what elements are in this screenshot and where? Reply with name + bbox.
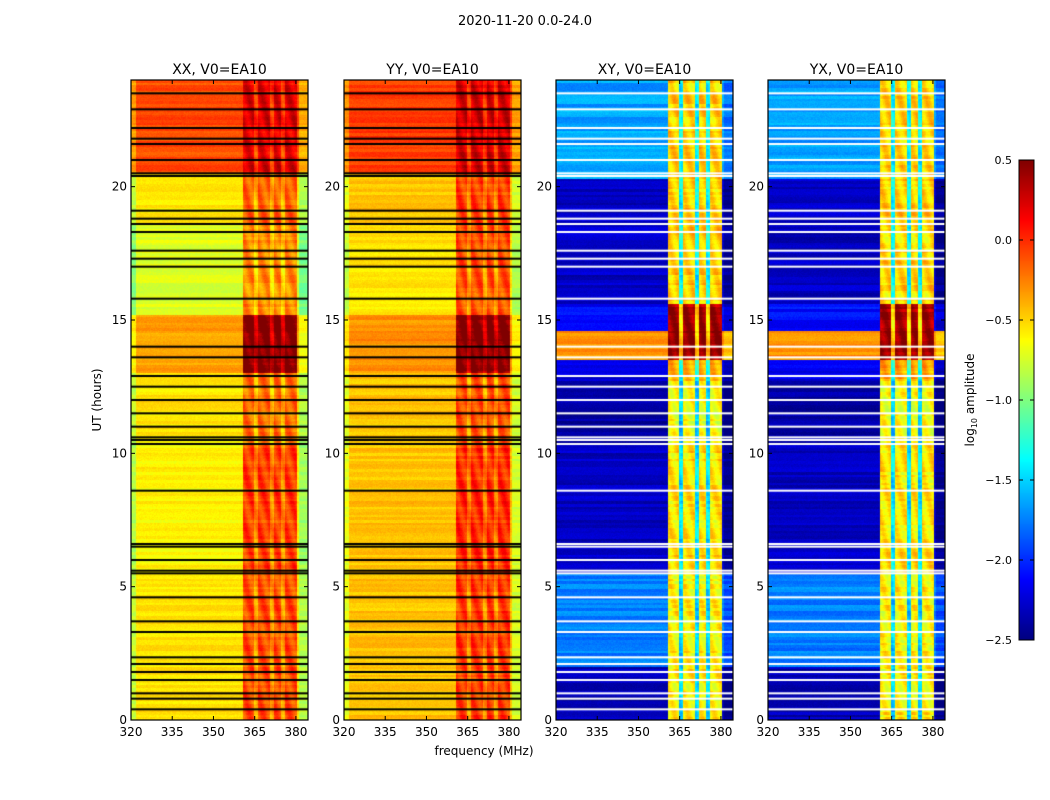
y-tick-label: 10: [537, 446, 552, 460]
x-tick-label: 320: [333, 725, 356, 739]
y-tick-label: 15: [537, 313, 552, 327]
y-tick-label: 5: [119, 580, 127, 594]
y-tick-label: 0: [544, 713, 552, 727]
x-tick-label: 335: [586, 725, 609, 739]
x-tick-label: 365: [456, 725, 479, 739]
x-tick-label: 335: [161, 725, 184, 739]
y-tick-label: 20: [537, 180, 552, 194]
y-tick-label: 5: [332, 580, 340, 594]
y-tick-label: 0: [119, 713, 127, 727]
colorbar-tick-label: −1.0: [985, 394, 1012, 407]
y-tick-label: 10: [749, 446, 764, 460]
y-axis-label: UT (hours): [90, 368, 104, 431]
panel-title: YY, V0=EA10: [385, 62, 478, 78]
x-tick-label: 335: [374, 725, 397, 739]
x-tick-label: 350: [415, 725, 438, 739]
heatmap-xy: [556, 80, 733, 720]
panel-frame: [130, 79, 309, 721]
x-tick-label: 365: [880, 725, 903, 739]
x-tick-label: 380: [497, 725, 520, 739]
x-tick-label: 320: [757, 725, 780, 739]
y-tick-label: 0: [332, 713, 340, 727]
colorbar-tick-label: 0.0: [995, 234, 1013, 247]
y-tick-label: 15: [112, 313, 127, 327]
y-tick-label: 10: [112, 446, 127, 460]
heatmap-xx: [131, 80, 308, 720]
panel-frame: [767, 79, 946, 721]
colorbar-tick-label: −0.5: [985, 314, 1012, 327]
panel-frame: [555, 79, 734, 721]
x-tick-label: 320: [545, 725, 568, 739]
y-tick-label: 15: [325, 313, 340, 327]
panel-frame: [343, 79, 522, 721]
x-tick-label: 380: [284, 725, 307, 739]
y-tick-label: 20: [325, 180, 340, 194]
figure-title: 2020-11-20 0.0-24.0: [458, 14, 592, 29]
colorbar-label: log10 amplitude: [963, 354, 979, 447]
x-tick-label: 380: [921, 725, 944, 739]
x-tick-label: 320: [120, 725, 143, 739]
colorbar-tick-label: −1.5: [985, 474, 1012, 487]
colorbar-tick-label: −2.5: [985, 634, 1012, 647]
x-tick-label: 335: [798, 725, 821, 739]
panel-title: XY, V0=EA10: [598, 62, 692, 78]
x-tick-label: 350: [627, 725, 650, 739]
colorbar-tick-label: 0.5: [995, 154, 1013, 167]
panel-title: YX, V0=EA10: [809, 62, 904, 78]
y-tick-label: 5: [756, 580, 764, 594]
colorbar-tick-label: −2.0: [985, 554, 1012, 567]
x-tick-label: 380: [709, 725, 732, 739]
y-tick-label: 15: [749, 313, 764, 327]
heatmap-yx: [768, 80, 945, 720]
panel-title: XX, V0=EA10: [172, 62, 267, 78]
x-tick-label: 365: [668, 725, 691, 739]
y-tick-label: 20: [112, 180, 127, 194]
x-tick-label: 350: [839, 725, 862, 739]
colorbar-gradient: [1019, 160, 1034, 640]
x-tick-label: 365: [243, 725, 266, 739]
y-tick-label: 10: [325, 446, 340, 460]
y-tick-label: 0: [756, 713, 764, 727]
y-tick-label: 5: [544, 580, 552, 594]
x-tick-label: 350: [202, 725, 225, 739]
x-axis-label: frequency (MHz): [434, 744, 533, 758]
heatmap-yy: [344, 80, 521, 720]
y-tick-label: 20: [749, 180, 764, 194]
